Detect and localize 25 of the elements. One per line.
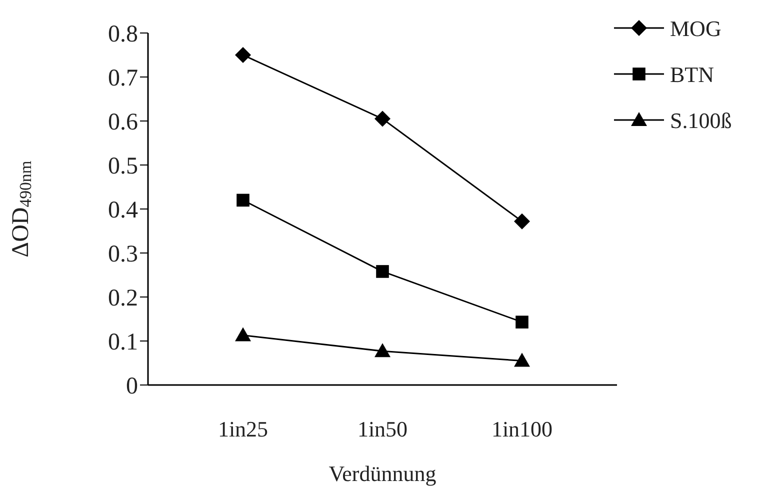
legend-label: BTN [670, 62, 714, 87]
point [235, 47, 251, 63]
y-tick-label: 0.1 [108, 330, 138, 356]
x-tick-label: 1in50 [357, 416, 408, 442]
y-tick-label: 0.8 [108, 22, 138, 48]
y-tick-label: 0 [126, 374, 138, 400]
point [376, 265, 389, 278]
point [514, 352, 530, 367]
point [374, 110, 390, 127]
legend-label: S.100ß [670, 108, 732, 133]
point [514, 213, 530, 230]
point [235, 327, 251, 342]
x-axis-title: Verdünnung [328, 461, 436, 486]
point [516, 316, 528, 328]
point [236, 194, 250, 207]
point [374, 343, 390, 358]
y-tick-label: 0.2 [108, 286, 138, 312]
x-tick-label: 1in25 [218, 416, 268, 442]
y-tick-label: 0.6 [108, 110, 138, 136]
legend-label: MOG [670, 16, 722, 41]
y-tick-label: 0.7 [108, 66, 138, 92]
x-tick-label: 1in100 [491, 416, 553, 442]
y-tick-label: 0.3 [108, 242, 138, 268]
y-tick-label: 0.5 [108, 154, 138, 180]
y-tick-label: 0.4 [108, 198, 138, 224]
